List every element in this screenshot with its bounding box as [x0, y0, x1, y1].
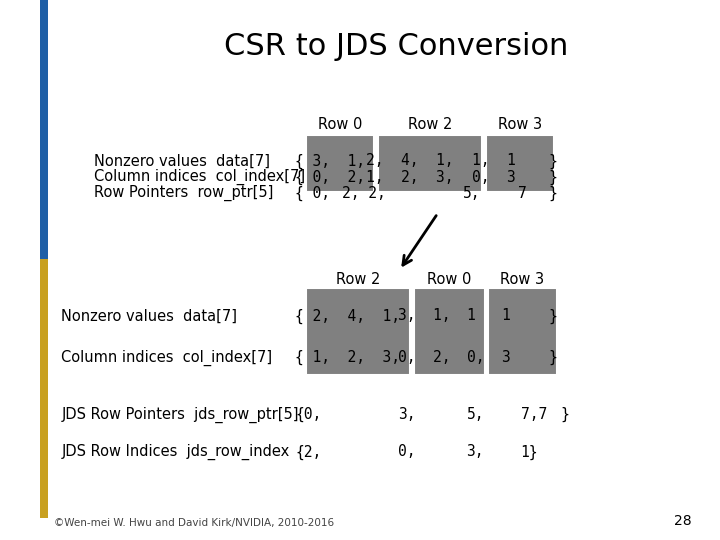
- Text: 0,  3: 0, 3: [467, 350, 510, 365]
- Text: 28: 28: [674, 514, 691, 528]
- Bar: [306, 288, 410, 375]
- Text: JDS Row Indices  jds_row_index: JDS Row Indices jds_row_index: [61, 444, 289, 460]
- Text: }: }: [549, 308, 557, 323]
- Text: 5,: 5,: [463, 186, 480, 201]
- Text: Column indices  col_index[7]: Column indices col_index[7]: [61, 349, 272, 366]
- Bar: [486, 135, 554, 192]
- Text: ©Wen-mei W. Hwu and David Kirk/NVIDIA, 2010-2016: ©Wen-mei W. Hwu and David Kirk/NVIDIA, 2…: [54, 518, 334, 528]
- Text: }: }: [549, 350, 557, 365]
- Text: }: }: [549, 153, 557, 168]
- Text: Row 0: Row 0: [318, 117, 362, 132]
- Text: 0,  3: 0, 3: [472, 170, 516, 185]
- Text: 1   1: 1 1: [467, 308, 510, 323]
- Text: Row 3: Row 3: [498, 117, 542, 132]
- Text: {0,: {0,: [295, 407, 321, 422]
- Text: Row Pointers  row_ptr[5]: Row Pointers row_ptr[5]: [94, 185, 273, 201]
- Text: 1}: 1}: [521, 444, 538, 460]
- Text: 3,  1,: 3, 1,: [398, 308, 451, 323]
- Text: { 0,  2,: { 0, 2,: [295, 170, 365, 185]
- Text: 7,7: 7,7: [521, 407, 546, 422]
- Text: }: }: [560, 407, 569, 422]
- Bar: [306, 135, 374, 192]
- Text: 3,: 3,: [467, 444, 484, 460]
- Text: Row 0: Row 0: [427, 272, 472, 287]
- Text: { 0,: { 0,: [295, 186, 330, 201]
- Text: }: }: [549, 170, 557, 185]
- Text: }: }: [549, 186, 557, 201]
- Text: 3,: 3,: [398, 407, 415, 422]
- Text: Row 3: Row 3: [500, 272, 544, 287]
- Text: Column indices  col_index[7]: Column indices col_index[7]: [94, 169, 305, 185]
- Text: {2,: {2,: [295, 444, 321, 460]
- Text: { 2,  4,  1,: { 2, 4, 1,: [295, 308, 400, 323]
- Bar: [378, 135, 482, 192]
- Text: 1,  2,  3,: 1, 2, 3,: [366, 170, 454, 185]
- Text: 7: 7: [518, 186, 527, 201]
- Text: Row 2: Row 2: [408, 117, 452, 132]
- Text: CSR to JDS Conversion: CSR to JDS Conversion: [224, 32, 568, 62]
- Text: 2, 2,: 2, 2,: [342, 186, 386, 201]
- Bar: [488, 288, 557, 375]
- Bar: [40, 0, 48, 259]
- Bar: [414, 288, 485, 375]
- Text: 0,: 0,: [398, 444, 415, 460]
- Text: Row 2: Row 2: [336, 272, 380, 287]
- Text: { 3,  1,: { 3, 1,: [295, 153, 365, 168]
- Text: 2,  4,  1,: 2, 4, 1,: [366, 153, 454, 168]
- Text: 5,: 5,: [467, 407, 484, 422]
- Text: JDS Row Pointers  jds_row_ptr[5]: JDS Row Pointers jds_row_ptr[5]: [61, 407, 299, 423]
- Bar: [40, 259, 48, 518]
- Text: Nonzero values  data[7]: Nonzero values data[7]: [61, 308, 237, 323]
- Text: Nonzero values  data[7]: Nonzero values data[7]: [94, 153, 269, 168]
- Text: 1,  1: 1, 1: [472, 153, 516, 168]
- Text: { 1,  2,  3,: { 1, 2, 3,: [295, 350, 400, 365]
- Text: 0,  2,: 0, 2,: [398, 350, 451, 365]
